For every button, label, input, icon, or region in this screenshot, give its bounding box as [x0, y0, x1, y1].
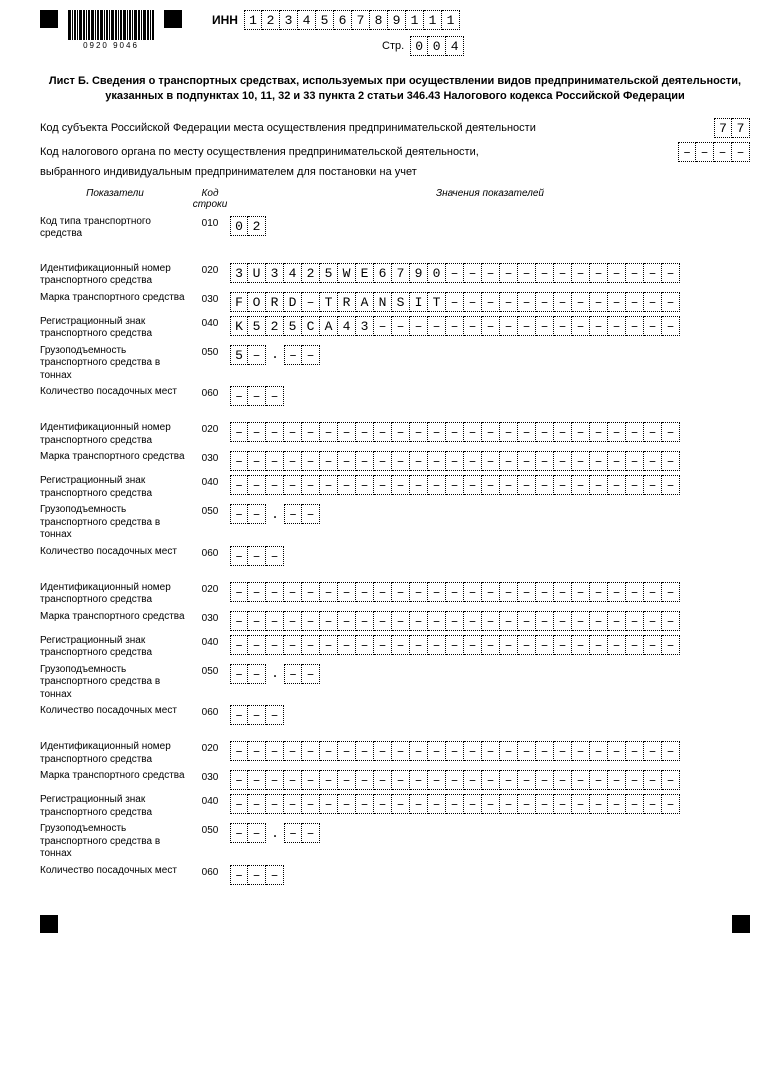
cells-b1-030: FORDTRANSIT [230, 292, 750, 312]
code-060: 060 [190, 705, 230, 718]
label-060: Количество посадочных мест [40, 546, 190, 559]
cells-b3-050d [284, 664, 320, 684]
code-060: 060 [190, 546, 230, 559]
code-050: 050 [190, 664, 230, 677]
label-060: Количество посадочных мест [40, 386, 190, 399]
page-cells: 004 [410, 36, 464, 56]
label-050: Грузоподъемность транспортного средства … [40, 823, 190, 861]
marker-bottom-right [732, 915, 750, 933]
cells-b2-060 [230, 546, 750, 566]
label-040: Регистрационный знак транспортного средс… [40, 475, 190, 500]
cells-b4-050i [230, 823, 266, 843]
header-code: Код строки [190, 188, 230, 210]
label-060: Количество посадочных мест [40, 705, 190, 718]
label-020: Идентификационный номер транспортного ср… [40, 741, 190, 766]
code-030: 030 [190, 611, 230, 624]
cells-b2-050i [230, 504, 266, 524]
label-020: Идентификационный номер транспортного ср… [40, 422, 190, 447]
cells-b1-040: K525CA43 [230, 316, 750, 336]
form-title: Лист Б. Сведения о транспортных средства… [40, 74, 750, 104]
label-040: Регистрационный знак транспортного средс… [40, 316, 190, 341]
code-040: 040 [190, 475, 230, 488]
cells-b4-030 [230, 770, 750, 790]
cells-b3-060 [230, 705, 750, 725]
cells-b1-020: 3U3425WE6790 [230, 263, 750, 283]
decimal-dot: . [266, 826, 284, 841]
label-030: Марка транспортного средства [40, 451, 190, 464]
cells-b3-050i [230, 664, 266, 684]
code-020: 020 [190, 741, 230, 754]
tax-auth-cells [678, 142, 750, 162]
inn-cells: 123456789111 [244, 10, 460, 30]
decimal-dot: . [266, 507, 284, 522]
vehicle-block-2: Идентификационный номер транспортного ср… [40, 422, 750, 566]
cells-b4-040 [230, 794, 750, 814]
code-020: 020 [190, 422, 230, 435]
inn-label: ИНН [212, 13, 238, 27]
cells-b2-040 [230, 475, 750, 495]
code-060: 060 [190, 865, 230, 878]
cells-b3-020 [230, 582, 750, 602]
cells-b2-030 [230, 451, 750, 471]
label-040: Регистрационный знак транспортного средс… [40, 635, 190, 660]
code-030: 030 [190, 451, 230, 464]
code-050: 050 [190, 504, 230, 517]
marker-top-left [40, 10, 58, 28]
marker-top-mid [164, 10, 182, 28]
label-040: Регистрационный знак транспортного средс… [40, 794, 190, 819]
vehicle-block-4: Идентификационный номер транспортного ср… [40, 741, 750, 885]
code-020: 020 [190, 263, 230, 276]
decimal-dot: . [266, 347, 284, 362]
cells-b1-050d [284, 345, 320, 365]
cells-b4-050d [284, 823, 320, 843]
cells-010: 02 [230, 216, 750, 236]
code-040: 040 [190, 794, 230, 807]
code-050: 050 [190, 345, 230, 358]
code-020: 020 [190, 582, 230, 595]
tax-auth-label-1: Код налогового органа по месту осуществл… [40, 146, 668, 158]
code-040: 040 [190, 635, 230, 648]
decimal-dot: . [266, 666, 284, 681]
label-050: Грузоподъемность транспортного средства … [40, 664, 190, 702]
page-label: Стр. [382, 40, 404, 52]
code-010: 010 [190, 216, 230, 229]
label-030: Марка транспортного средства [40, 770, 190, 783]
code-030: 030 [190, 770, 230, 783]
label-030: Марка транспортного средства [40, 611, 190, 624]
cells-b2-020 [230, 422, 750, 442]
cells-b3-040 [230, 635, 750, 655]
code-050: 050 [190, 823, 230, 836]
subject-code-cells: 77 [714, 118, 750, 138]
label-050: Грузоподъемность транспортного средства … [40, 345, 190, 383]
header-indicators: Показатели [40, 188, 190, 210]
label-050: Грузоподъемность транспортного средства … [40, 504, 190, 542]
tax-auth-label-2: выбранного индивидуальным предпринимател… [40, 166, 750, 178]
cells-b4-020 [230, 741, 750, 761]
cells-b1-050i: 5 [230, 345, 266, 365]
cells-b3-030 [230, 611, 750, 631]
label-020: Идентификационный номер транспортного ср… [40, 582, 190, 607]
cells-b2-050d [284, 504, 320, 524]
label-060: Количество посадочных мест [40, 865, 190, 878]
subject-code-label: Код субъекта Российской Федерации места … [40, 122, 704, 134]
barcode: 0920 9046 [68, 10, 154, 50]
code-040: 040 [190, 316, 230, 329]
vehicle-block-1: Идентификационный номер транспортного ср… [40, 263, 750, 407]
cells-b1-060 [230, 386, 750, 406]
barcode-number: 0920 9046 [83, 41, 139, 50]
label-020: Идентификационный номер транспортного ср… [40, 263, 190, 288]
label-010: Код типа транспортного средства [40, 216, 190, 241]
code-060: 060 [190, 386, 230, 399]
code-030: 030 [190, 292, 230, 305]
cells-b4-060 [230, 865, 750, 885]
header-values: Значения показателей [230, 188, 750, 210]
label-030: Марка транспортного средства [40, 292, 190, 305]
vehicle-block-3: Идентификационный номер транспортного ср… [40, 582, 750, 726]
marker-bottom-left [40, 915, 58, 933]
